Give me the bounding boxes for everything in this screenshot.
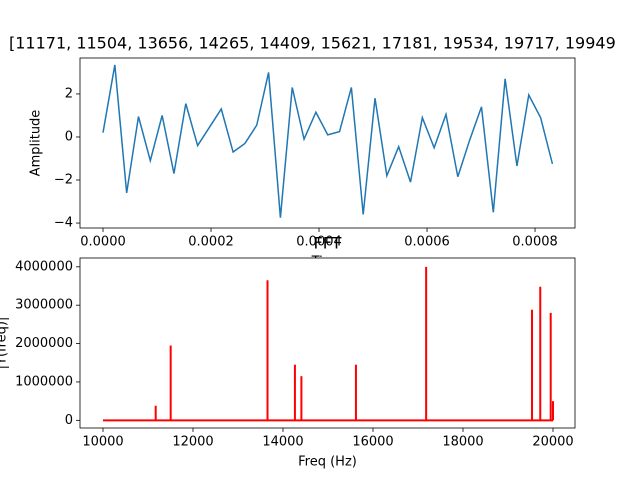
- y-tick-label: −2: [54, 173, 73, 188]
- x-tick-label: 18000: [442, 435, 483, 450]
- x-tick-label: 0.0006: [404, 235, 450, 250]
- x-tick-label: 14000: [262, 435, 303, 450]
- y-tick-label: 4000000: [15, 259, 73, 274]
- x-tick-label: 20000: [532, 435, 573, 450]
- y-axis-label: |Y(freq)|: [0, 317, 10, 370]
- x-tick-label: 0.0002: [188, 235, 234, 250]
- chart-title: FFT: [314, 234, 342, 253]
- x-tick-label: 0.0000: [80, 235, 126, 250]
- axes-background: [80, 258, 575, 428]
- y-tick-label: 2: [65, 86, 73, 101]
- x-tick-label: 16000: [352, 435, 393, 450]
- x-tick-label: 10000: [82, 435, 123, 450]
- y-tick-label: 0: [65, 129, 73, 144]
- data-line: [102, 64, 554, 218]
- x-tick-label: 0.0004: [296, 235, 342, 250]
- y-tick-label: 1000000: [15, 374, 73, 389]
- x-tick-label: 12000: [172, 435, 213, 450]
- y-tick-label: 2000000: [15, 336, 73, 351]
- x-axis-label: Freq (Hz): [298, 455, 357, 470]
- axes-frame: [79, 57, 576, 229]
- y-tick-label: −4: [54, 216, 73, 231]
- x-tick-label: 0.0008: [512, 235, 558, 250]
- chart-title: [11171, 11504, 13656, 14265, 14409, 1562…: [9, 34, 616, 53]
- y-tick-label: 3000000: [15, 298, 73, 313]
- y-tick-label: 0: [65, 413, 73, 428]
- axes-frame: [79, 257, 576, 429]
- y-axis-label: Amplitude: [29, 110, 44, 177]
